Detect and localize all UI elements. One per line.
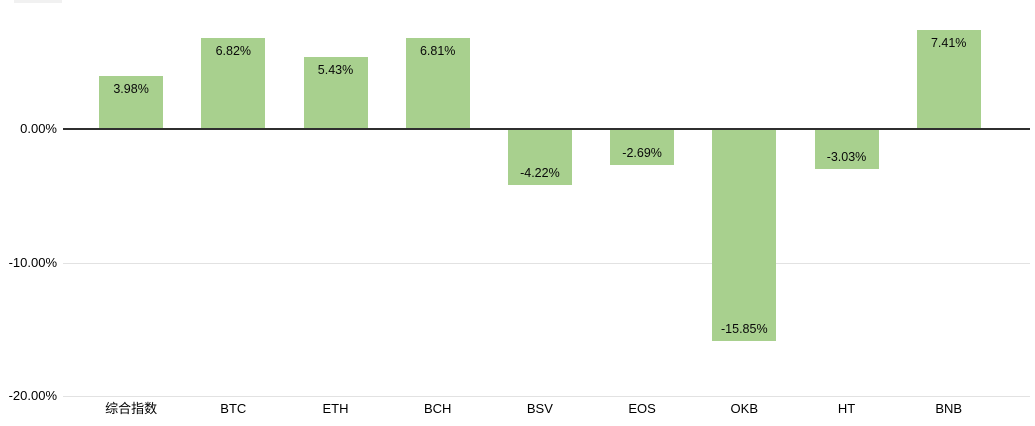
gridline <box>63 262 1030 264</box>
cropped-legend-artifact <box>14 0 62 3</box>
bar-value-label: 5.43% <box>317 62 354 77</box>
x-tick-label-BNB: BNB <box>935 401 963 416</box>
bar-BNB[interactable]: 7.41% <box>916 30 981 129</box>
x-tick-label-ETH: ETH <box>322 401 349 416</box>
bar-value-label: -4.22% <box>520 166 560 181</box>
bar-HT[interactable]: -3.03% <box>814 129 879 170</box>
bar-value-label: -15.85% <box>721 321 768 336</box>
x-tick-label-OKB: OKB <box>730 401 759 416</box>
bar-BTC[interactable]: 6.82% <box>201 37 266 129</box>
bar-value-label: -3.03% <box>826 150 867 165</box>
y-tick-label: -10.00% <box>8 254 57 270</box>
bar-value-label: 3.98% <box>113 81 149 96</box>
bar-EOS[interactable]: -2.69% <box>610 129 675 165</box>
bar-综合指数[interactable]: 3.98% <box>99 75 164 129</box>
y-tick-label: 0.00% <box>20 121 57 136</box>
bar-value-label: 7.41% <box>930 36 967 51</box>
gridline <box>63 396 1030 397</box>
bar-value-label: 6.82% <box>215 43 252 58</box>
x-tick-label-BSV: BSV <box>526 401 553 416</box>
y-tick-label: -20.00% <box>8 388 57 403</box>
bar-value-label: -2.69% <box>622 145 662 160</box>
bar-OKB[interactable]: -15.85% <box>712 129 777 341</box>
zero-axis-line <box>63 128 1030 130</box>
bar-BSV[interactable]: -4.22% <box>507 129 572 186</box>
x-tick-label-HT: HT <box>837 401 856 416</box>
bar-value-label: 6.81% <box>419 44 456 59</box>
bar-ETH[interactable]: 5.43% <box>303 56 368 129</box>
x-tick-label-BCH: BCH <box>423 401 452 416</box>
x-tick-label-EOS: EOS <box>628 401 656 416</box>
x-tick-label-综合指数: 综合指数 <box>105 401 158 416</box>
x-tick-label-BTC: BTC <box>220 401 247 416</box>
bar-BCH[interactable]: 6.81% <box>405 38 470 129</box>
